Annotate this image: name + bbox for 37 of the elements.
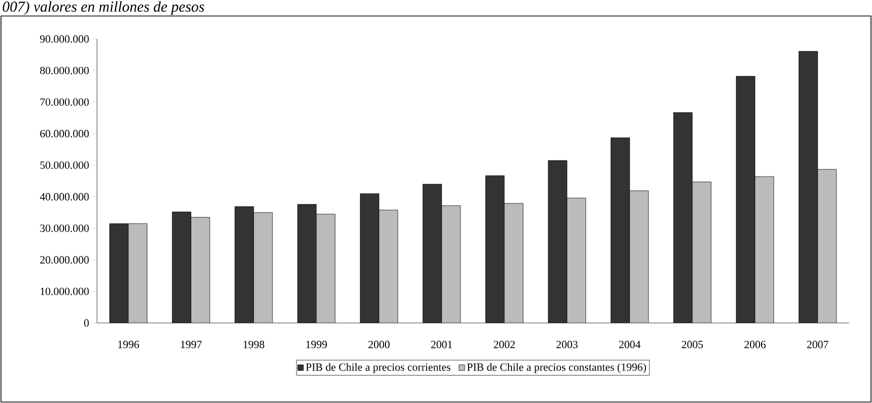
- bar: [234, 206, 254, 323]
- bar: [360, 194, 380, 323]
- y-tick-label: 90.000.000: [40, 35, 89, 43]
- x-tick-label: 2001: [431, 340, 452, 348]
- y-tick-label: 50.000.000: [40, 161, 89, 169]
- x-tick-label: 2003: [556, 340, 578, 348]
- x-tick-label: 1998: [244, 340, 264, 348]
- bar: [548, 160, 568, 323]
- y-tick-label: 80.000.000: [40, 66, 89, 74]
- y-tick-label: 0: [84, 319, 89, 327]
- y-tick-label: 10.000.000: [40, 288, 89, 296]
- x-tick-label: 2002: [494, 340, 515, 348]
- y-tick-label: 40.000.000: [40, 193, 89, 201]
- bar: [798, 51, 818, 323]
- bar: [172, 212, 192, 323]
- bar: [486, 176, 504, 323]
- bar: [610, 138, 630, 323]
- y-tick-label: 60.000.000: [40, 130, 89, 138]
- bar: [736, 76, 755, 323]
- x-tick-label: 2005: [682, 340, 703, 348]
- bar: [298, 204, 316, 323]
- y-tick-label: 20.000.000: [40, 256, 89, 264]
- x-tick-label: 1996: [118, 340, 140, 348]
- x-tick-label: 2007: [807, 340, 828, 348]
- bar: [110, 224, 128, 323]
- y-tick-label: 70.000.000: [40, 98, 89, 106]
- x-tick-label: 2006: [744, 340, 766, 348]
- legend-label: PIB de Chile a precios corrientes: [306, 363, 450, 374]
- x-tick-label: 2004: [619, 340, 640, 348]
- x-tick-label: 1999: [306, 340, 327, 348]
- bar: [422, 184, 442, 323]
- legend-label: PIB de Chile a precios constantes (1996): [467, 363, 646, 374]
- chart-title: 007) valores en millones de pesos: [2, 1, 204, 15]
- x-tick-label: 1997: [180, 340, 202, 348]
- x-tick-label: 2000: [368, 340, 390, 348]
- y-tick-label: 30.000.000: [40, 224, 89, 232]
- bar: [674, 112, 692, 323]
